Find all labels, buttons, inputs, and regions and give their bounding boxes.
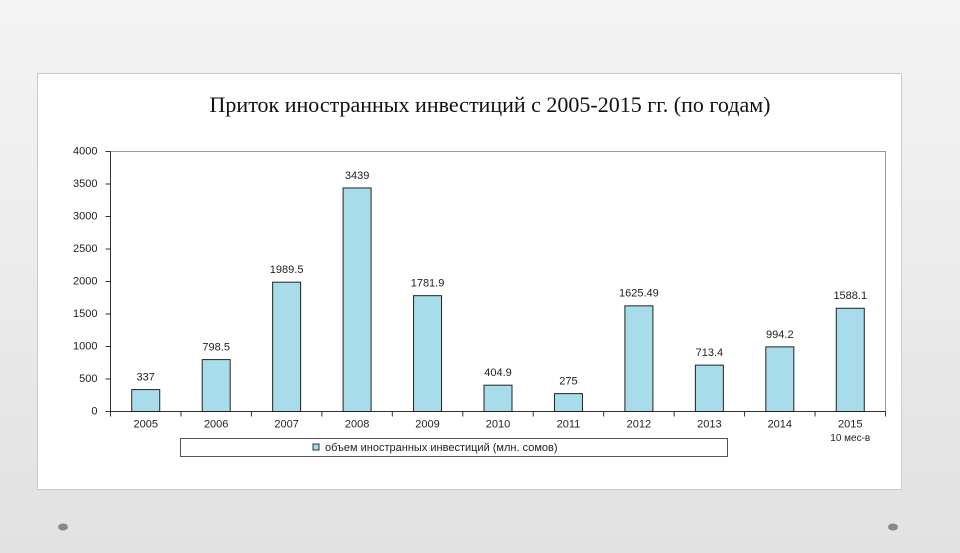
bar [553,393,583,412]
y-tick-label: 4000 [73,145,97,157]
data-label: 1588.1 [833,290,867,302]
x-tick-label: 2006 [204,418,228,430]
x-tick-label: 2005 [133,418,157,430]
bar [694,364,724,412]
data-label: 713.4 [696,347,724,359]
data-label: 337 [137,372,155,384]
x-tick-label: 2012 [627,418,651,430]
bar [483,384,513,412]
data-label: 1989.5 [270,264,304,276]
data-label: 275 [559,376,577,388]
chart-title: Приток иностранных инвестиций с 2005-201… [209,92,771,117]
bar [624,305,654,412]
bar [413,295,443,413]
bar [272,281,302,412]
x-tick-label: 2007 [274,418,298,430]
y-tick-label: 1500 [73,308,97,320]
plot-area [110,151,886,412]
data-label: 994.2 [766,329,794,341]
x-tick-label: 2008 [345,418,369,430]
x-tick-label: 2010 [486,418,510,430]
y-tick-label: 3000 [73,210,97,222]
x-tick-label: 2009 [415,418,439,430]
y-tick-label: 500 [79,373,97,385]
footer-dot [58,523,68,531]
data-label: 404.9 [484,367,512,379]
legend-swatch [312,443,320,451]
y-tick-label: 3500 [73,178,97,190]
footer-dot [888,523,898,531]
x-tick-label: 2015 [838,418,862,430]
legend-box [180,438,728,457]
bar [835,307,865,412]
data-label: 1625.49 [619,288,659,300]
x-tick-label: 2014 [768,418,792,430]
y-tick-label: 2500 [73,243,97,255]
x-tick-label: 2011 [557,418,581,430]
legend-label: объем иностранных инвестиций (млн. сомов… [325,442,558,454]
bar [131,389,161,413]
data-label: 798.5 [202,342,230,354]
data-label: 1781.9 [411,278,445,290]
bar [765,346,795,413]
bar [342,187,372,412]
data-label: 3439 [345,170,369,182]
y-tick-label: 1000 [73,340,97,352]
y-tick-label: 0 [91,405,97,417]
bar [201,359,231,413]
x-tick-label: 2013 [697,418,721,430]
x-tick-note: 10 мес-в [830,433,870,444]
y-tick-label: 2000 [73,275,97,287]
